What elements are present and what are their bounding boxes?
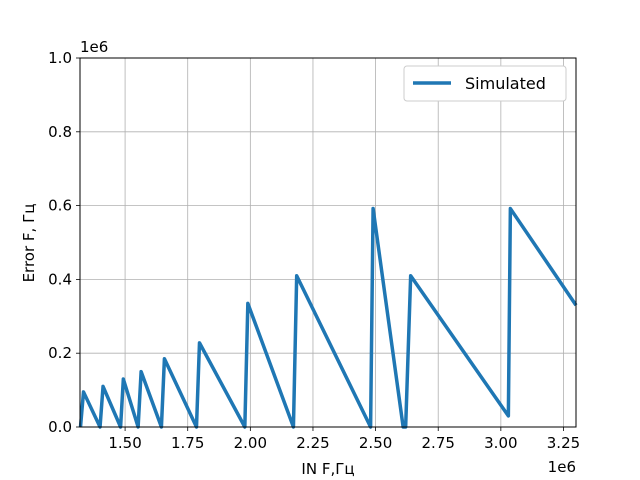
series-layer: [78, 206, 578, 429]
x-tick-label: 2.25: [296, 434, 329, 452]
plot-frame: [79, 57, 577, 428]
legend-label-simulated: Simulated: [465, 74, 546, 93]
y-tick-label: 0.6: [48, 197, 72, 215]
y-axis-title: Error F, Гц: [20, 204, 38, 283]
y-tick-label: 0.4: [48, 270, 72, 288]
series-line-simulated: [78, 206, 578, 429]
x-tick-label: 1.50: [108, 434, 141, 452]
y-tick-label: 0.0: [48, 418, 72, 436]
legend: Simulated: [403, 65, 567, 102]
x-tick-label: 3.25: [547, 434, 580, 452]
x-offset-label: 1e6: [548, 458, 576, 476]
x-tick-label: 2.50: [359, 434, 392, 452]
x-tick-label: 1.75: [171, 434, 204, 452]
y-tick-label: 0.2: [48, 344, 72, 362]
y-tick-label: 0.8: [48, 123, 72, 141]
x-tick-label: 2.75: [422, 434, 455, 452]
x-axis: 1.50 1.75 2.00 2.25 2.50 2.75 3.00 3.25: [108, 427, 580, 452]
x-tick-label: 2.00: [234, 434, 267, 452]
x-tick-label: 3.00: [484, 434, 517, 452]
y-offset-label: 1e6: [80, 38, 108, 56]
y-tick-label: 1.0: [48, 49, 72, 67]
legend-box: [403, 65, 567, 102]
y-axis: 0.0 0.2 0.4 0.6 0.8 1.0: [48, 49, 80, 436]
x-axis-title: IN F,Гц: [301, 460, 354, 478]
